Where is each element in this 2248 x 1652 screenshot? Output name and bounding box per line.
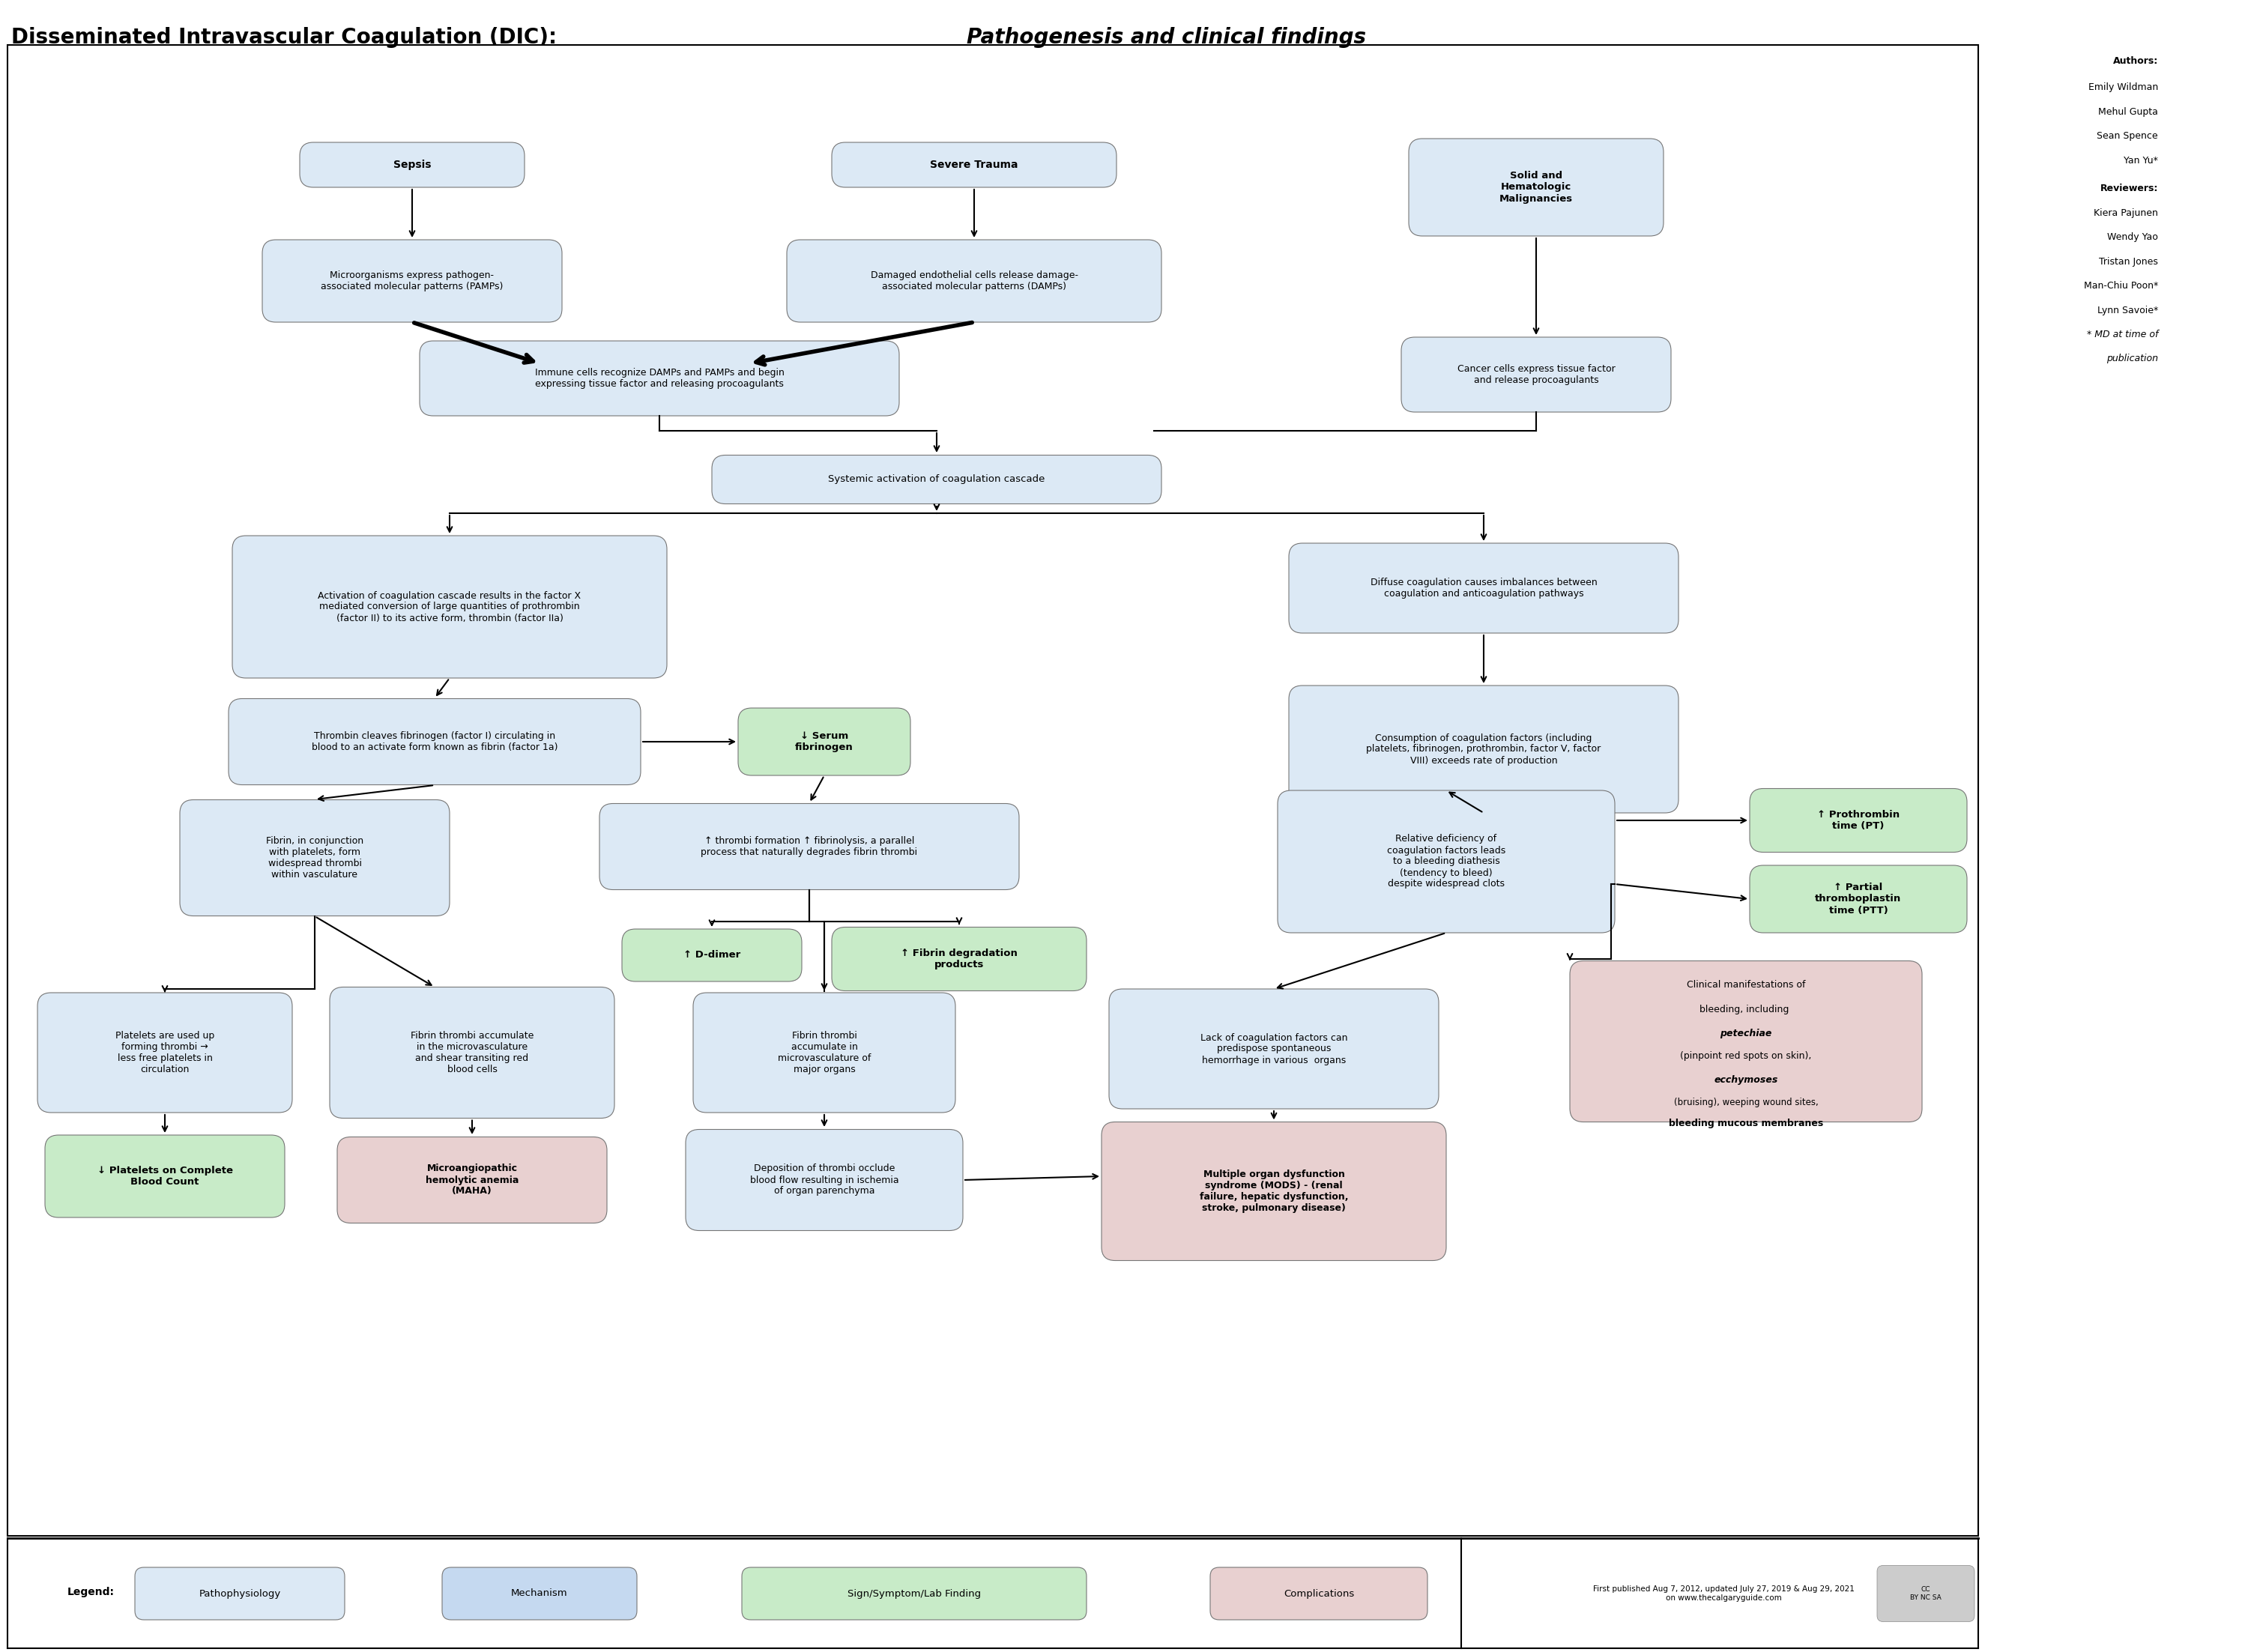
FancyBboxPatch shape	[787, 240, 1162, 322]
Text: * MD at time of: * MD at time of	[2086, 330, 2158, 339]
Text: bleeding, including: bleeding, including	[1699, 1004, 1792, 1014]
Text: Activation of coagulation cascade results in the factor X
mediated conversion of: Activation of coagulation cascade result…	[317, 591, 582, 623]
FancyBboxPatch shape	[232, 535, 668, 677]
Text: bleeding mucous membranes: bleeding mucous membranes	[1668, 1118, 1823, 1128]
Text: Reviewers:: Reviewers:	[2100, 183, 2158, 193]
Text: First published Aug 7, 2012, updated July 27, 2019 & Aug 29, 2021
on www.thecalg: First published Aug 7, 2012, updated Jul…	[1594, 1586, 1855, 1602]
Text: Fibrin thrombi
accumulate in
microvasculature of
major organs: Fibrin thrombi accumulate in microvascul…	[778, 1031, 870, 1074]
Text: Sean Spence: Sean Spence	[2097, 131, 2158, 140]
FancyBboxPatch shape	[1277, 790, 1614, 933]
FancyBboxPatch shape	[1209, 1568, 1427, 1619]
FancyBboxPatch shape	[330, 988, 614, 1118]
Text: Lynn Savoie*: Lynn Savoie*	[2097, 306, 2158, 316]
Text: (pinpoint red spots on skin),: (pinpoint red spots on skin),	[1679, 1052, 1812, 1061]
FancyBboxPatch shape	[1749, 788, 1967, 852]
FancyBboxPatch shape	[1102, 1122, 1445, 1260]
Text: Microorganisms express pathogen-
associated molecular patterns (PAMPs): Microorganisms express pathogen- associa…	[321, 271, 504, 291]
Text: Clinical manifestations of: Clinical manifestations of	[1686, 980, 1805, 990]
Text: Emily Wildman: Emily Wildman	[2088, 83, 2158, 93]
Text: Kiera Pajunen: Kiera Pajunen	[2093, 208, 2158, 218]
FancyBboxPatch shape	[299, 142, 524, 187]
FancyBboxPatch shape	[1401, 337, 1670, 411]
Text: Man-Chiu Poon*: Man-Chiu Poon*	[2084, 281, 2158, 291]
FancyBboxPatch shape	[229, 699, 641, 785]
FancyBboxPatch shape	[832, 927, 1086, 991]
FancyBboxPatch shape	[737, 709, 910, 775]
FancyBboxPatch shape	[38, 993, 292, 1112]
Text: Relative deficiency of
coagulation factors leads
to a bleeding diathesis
(tenden: Relative deficiency of coagulation facto…	[1387, 834, 1506, 889]
FancyBboxPatch shape	[692, 993, 955, 1112]
Text: Fibrin thrombi accumulate
in the microvasculature
and shear transiting red
blood: Fibrin thrombi accumulate in the microva…	[411, 1031, 533, 1074]
FancyBboxPatch shape	[263, 240, 562, 322]
FancyBboxPatch shape	[135, 1568, 344, 1619]
Text: Legend:: Legend:	[67, 1588, 115, 1597]
Text: Platelets are used up
forming thrombi →
less free platelets in
circulation: Platelets are used up forming thrombi → …	[115, 1031, 214, 1074]
Text: ↑ D-dimer: ↑ D-dimer	[683, 950, 740, 960]
Text: Immune cells recognize DAMPs and PAMPs and begin
expressing tissue factor and re: Immune cells recognize DAMPs and PAMPs a…	[535, 368, 785, 388]
FancyBboxPatch shape	[337, 1137, 607, 1222]
Text: Cancer cells express tissue factor
and release procoagulants: Cancer cells express tissue factor and r…	[1457, 363, 1614, 385]
Text: Mechanism: Mechanism	[510, 1589, 569, 1599]
Text: ↑ Prothrombin
time (PT): ↑ Prothrombin time (PT)	[1816, 809, 1900, 831]
FancyBboxPatch shape	[180, 800, 450, 915]
FancyBboxPatch shape	[1288, 544, 1679, 633]
Text: Multiple organ dysfunction
syndrome (MODS) - (renal
failure, hepatic dysfunction: Multiple organ dysfunction syndrome (MOD…	[1200, 1170, 1349, 1213]
FancyBboxPatch shape	[420, 340, 899, 416]
FancyBboxPatch shape	[443, 1568, 636, 1619]
Text: CC
BY NC SA: CC BY NC SA	[1911, 1586, 1942, 1601]
FancyBboxPatch shape	[1877, 1566, 1974, 1622]
Text: Deposition of thrombi occlude
blood flow resulting in ischemia
of organ parenchy: Deposition of thrombi occlude blood flow…	[751, 1165, 899, 1196]
Text: Consumption of coagulation factors (including
platelets, fibrinogen, prothrombin: Consumption of coagulation factors (incl…	[1367, 733, 1601, 765]
Text: ecchymoses: ecchymoses	[1713, 1075, 1778, 1085]
Text: Wendy Yao: Wendy Yao	[2106, 233, 2158, 241]
Text: Tristan Jones: Tristan Jones	[2100, 258, 2158, 266]
Text: Disseminated Intravascular Coagulation (DIC):: Disseminated Intravascular Coagulation (…	[11, 26, 564, 48]
Text: ↑ Partial
thromboplastin
time (PTT): ↑ Partial thromboplastin time (PTT)	[1814, 882, 1902, 915]
FancyBboxPatch shape	[623, 928, 803, 981]
FancyBboxPatch shape	[45, 1135, 285, 1218]
Text: (bruising), weeping wound sites,: (bruising), weeping wound sites,	[1675, 1099, 1819, 1108]
Text: Damaged endothelial cells release damage-
associated molecular patterns (DAMPs): Damaged endothelial cells release damage…	[870, 271, 1079, 291]
FancyBboxPatch shape	[600, 803, 1018, 890]
Text: publication: publication	[2106, 354, 2158, 363]
FancyBboxPatch shape	[1108, 990, 1439, 1108]
Text: Microangiopathic
hemolytic anemia
(MAHA): Microangiopathic hemolytic anemia (MAHA)	[425, 1165, 519, 1196]
FancyBboxPatch shape	[1288, 686, 1679, 813]
Text: Solid and
Hematologic
Malignancies: Solid and Hematologic Malignancies	[1499, 172, 1574, 203]
FancyBboxPatch shape	[1409, 139, 1664, 236]
FancyBboxPatch shape	[832, 142, 1117, 187]
Text: Fibrin, in conjunction
with platelets, form
widespread thrombi
within vasculatur: Fibrin, in conjunction with platelets, f…	[265, 836, 364, 879]
Text: Systemic activation of coagulation cascade: Systemic activation of coagulation casca…	[827, 474, 1045, 484]
FancyBboxPatch shape	[1569, 961, 1922, 1122]
Text: Thrombin cleaves fibrinogen (factor I) circulating in
blood to an activate form : Thrombin cleaves fibrinogen (factor I) c…	[312, 732, 558, 752]
Text: ↓ Serum
fibrinogen: ↓ Serum fibrinogen	[796, 732, 854, 752]
Text: Authors:: Authors:	[2113, 56, 2158, 66]
FancyBboxPatch shape	[686, 1130, 962, 1231]
Text: Complications: Complications	[1284, 1589, 1353, 1599]
Text: petechiae: petechiae	[1720, 1029, 1771, 1039]
Text: ↑ thrombi formation ↑ fibrinolysis, a parallel
process that naturally degrades f: ↑ thrombi formation ↑ fibrinolysis, a pa…	[701, 836, 917, 857]
Text: Sign/Symptom/Lab Finding: Sign/Symptom/Lab Finding	[847, 1589, 980, 1599]
Text: Lack of coagulation factors can
predispose spontaneous
hemorrhage in various  or: Lack of coagulation factors can predispo…	[1200, 1032, 1347, 1066]
Text: Mehul Gupta: Mehul Gupta	[2097, 107, 2158, 117]
FancyBboxPatch shape	[713, 456, 1162, 504]
Text: ↓ Platelets on Complete
Blood Count: ↓ Platelets on Complete Blood Count	[97, 1166, 234, 1186]
Text: Severe Trauma: Severe Trauma	[931, 160, 1018, 170]
Text: Yan Yu*: Yan Yu*	[2124, 155, 2158, 165]
Text: Diffuse coagulation causes imbalances between
coagulation and anticoagulation pa: Diffuse coagulation causes imbalances be…	[1371, 578, 1596, 598]
Text: Pathophysiology: Pathophysiology	[198, 1589, 281, 1599]
FancyBboxPatch shape	[1749, 866, 1967, 933]
Text: ↑ Fibrin degradation
products: ↑ Fibrin degradation products	[901, 948, 1018, 970]
FancyBboxPatch shape	[742, 1568, 1086, 1619]
Text: Pathogenesis and clinical findings: Pathogenesis and clinical findings	[967, 26, 1367, 48]
Text: Sepsis: Sepsis	[393, 160, 432, 170]
